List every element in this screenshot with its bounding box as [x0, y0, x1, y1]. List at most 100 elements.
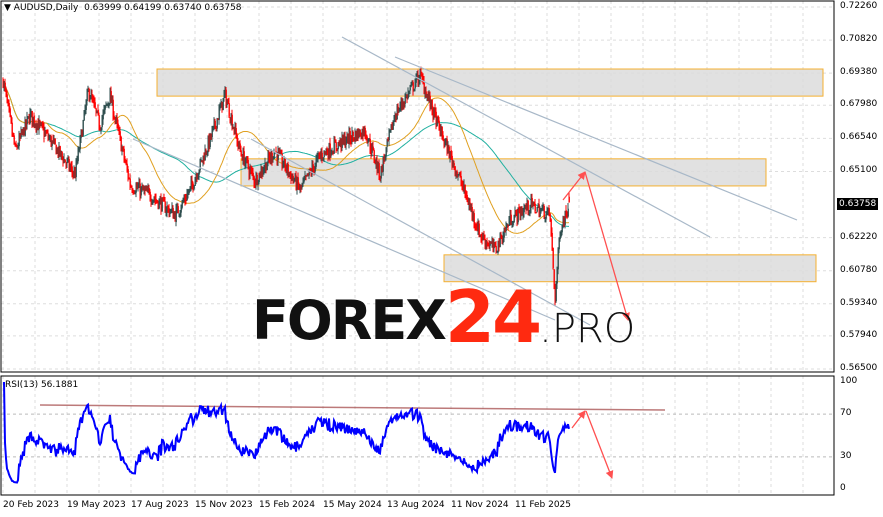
candle-body — [106, 103, 108, 106]
candle-body — [131, 188, 133, 191]
candle-body — [368, 138, 370, 142]
candle-body — [38, 120, 40, 130]
dropdown-triangle-icon[interactable]: ▼ — [4, 3, 11, 13]
candle-body — [393, 119, 395, 122]
candle-body — [280, 152, 282, 154]
candle-body — [547, 208, 549, 211]
date-axis-label: 11 Nov 2024 — [451, 500, 509, 510]
candle-body — [97, 109, 99, 115]
candle-body — [109, 92, 111, 104]
candle-body — [394, 116, 396, 120]
candle-body — [116, 117, 118, 124]
candle-body — [220, 101, 222, 108]
candle-body — [96, 110, 98, 112]
candle-body — [337, 142, 339, 150]
candle-body — [217, 118, 219, 121]
candle-body — [126, 163, 128, 170]
candle-body — [295, 175, 297, 189]
candle-body — [257, 182, 259, 185]
candle-body — [530, 199, 532, 208]
candle-body — [189, 186, 191, 189]
candle-body — [282, 165, 284, 167]
candle-body — [566, 215, 568, 217]
candle-body — [127, 169, 129, 178]
candle-body — [238, 142, 240, 147]
candle-body — [479, 234, 481, 237]
candle-body — [343, 136, 345, 140]
candle-body — [47, 133, 49, 139]
candle-body — [374, 161, 376, 164]
date-axis-label: 15 Nov 2023 — [195, 500, 253, 510]
candle-body — [48, 137, 50, 139]
candle-body — [312, 164, 314, 168]
candle-body — [102, 112, 104, 120]
candle-body — [229, 117, 231, 121]
candle-body — [483, 235, 485, 240]
candle-body — [371, 146, 373, 153]
candle-body — [135, 186, 137, 193]
candle-body — [57, 148, 59, 156]
candle-body — [465, 194, 467, 196]
candle-body — [104, 105, 106, 110]
candle-body — [552, 248, 554, 269]
candle-body — [297, 177, 299, 185]
candle-body — [486, 241, 488, 245]
candle-body — [430, 99, 432, 107]
watermark-logo: FOREX24.PRO — [252, 275, 636, 359]
date-axis-label: 20 Feb 2023 — [3, 500, 60, 510]
candle-body — [346, 133, 348, 142]
candle-body — [260, 169, 262, 178]
candle-body — [391, 123, 393, 130]
candle-body — [92, 99, 94, 101]
candle-body — [60, 151, 62, 155]
candle-body — [471, 207, 473, 216]
candle-body — [265, 162, 267, 171]
candle-body — [415, 75, 417, 83]
candle-body — [411, 82, 413, 84]
candle-body — [28, 117, 30, 124]
candle-body — [322, 158, 324, 160]
candle-body — [360, 135, 362, 139]
candle-body — [334, 140, 336, 143]
candle-body — [485, 241, 487, 247]
candle-body — [111, 98, 113, 104]
candle-body — [95, 108, 97, 111]
candle-body — [339, 139, 341, 145]
candle-body — [392, 121, 394, 130]
candle-body — [523, 208, 525, 213]
candle-body — [365, 134, 367, 138]
candle-body — [553, 269, 555, 288]
candle-body — [22, 127, 24, 133]
candle-body — [26, 116, 28, 125]
candle-body — [350, 140, 352, 142]
candle-body — [425, 91, 427, 98]
candle-body — [242, 151, 244, 160]
candle-body — [78, 150, 80, 152]
candle-body — [542, 206, 544, 209]
candle-body — [279, 152, 281, 154]
candle-body — [21, 130, 23, 134]
candle-body — [130, 186, 132, 188]
candle-body — [124, 158, 126, 163]
candle-body — [70, 166, 72, 168]
candle-body — [498, 241, 500, 247]
candle-body — [23, 127, 25, 136]
chart-header: ▼ AUDUSD,Daily 0.63999 0.64199 0.63740 0… — [4, 3, 242, 13]
candle-body — [224, 89, 226, 95]
price-axis-label: 0.56500 — [840, 363, 878, 373]
candle-body — [222, 98, 224, 111]
candle-body — [174, 213, 176, 222]
candle-body — [325, 150, 327, 154]
candle-body — [227, 103, 229, 105]
candle-body — [429, 95, 431, 107]
price-axis-label: 0.57940 — [840, 329, 878, 340]
candle-body — [555, 282, 557, 302]
candle-body — [332, 151, 334, 154]
candle-body — [151, 202, 153, 204]
candle-body — [521, 210, 523, 216]
candle-body — [14, 144, 16, 146]
candle-body — [100, 127, 102, 131]
candle-body — [331, 152, 333, 154]
candle-body — [305, 175, 307, 177]
